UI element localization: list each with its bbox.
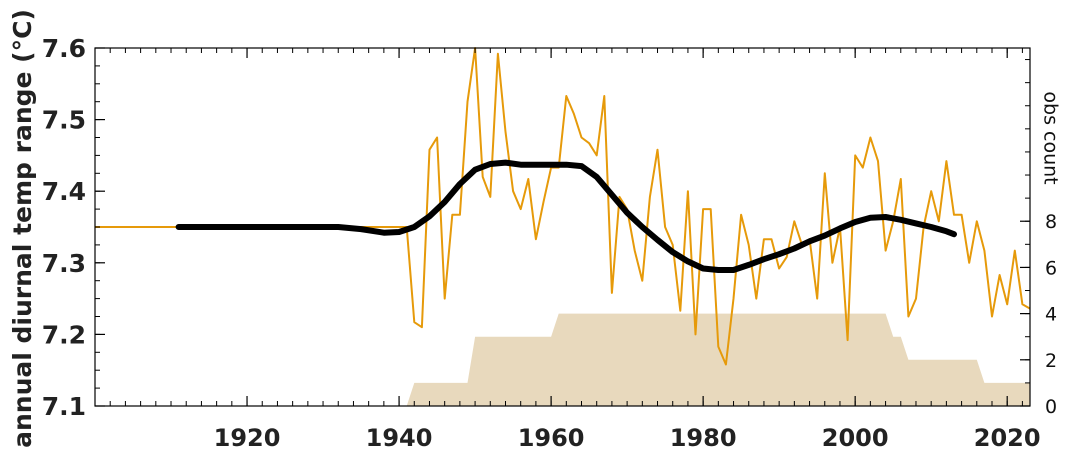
y2-axis-label: obs count [1040, 91, 1063, 185]
x-tick-label: 1960 [518, 424, 585, 452]
smoothed-series-line [175, 159, 957, 273]
y-axis-label-container: annual diurnal temp range (°C) [0, 0, 44, 457]
y2-tick-label: 0 [1045, 396, 1057, 418]
annual-series-layer [95, 47, 1031, 366]
annual-series-line [95, 47, 1031, 366]
y2-tick-label: 4 [1045, 304, 1057, 326]
x-tick-label: 1940 [366, 424, 433, 452]
y-tick-label: 7.1 [42, 392, 86, 421]
y-tick-label: 7.5 [42, 106, 86, 135]
x-tick-label: 2000 [822, 424, 889, 452]
x-tick-label: 1980 [670, 424, 737, 452]
y2-tick-label: 2 [1045, 350, 1057, 372]
x-tick-label: 1920 [214, 424, 281, 452]
y-tick-label: 7.6 [42, 34, 86, 63]
smoothed-series-layer [175, 159, 957, 273]
axis-ticks-layer: 1920 1940 1960 1980 2000 2020 7.1 7.2 7.3 7.4 7.5 7… [42, 34, 1057, 452]
y2-axis-label-container: obs count [1036, 48, 1066, 228]
y2-tick-label: 8 [1045, 211, 1057, 233]
y2-tick-label: 6 [1045, 257, 1057, 279]
y-tick-label: 7.2 [42, 320, 86, 349]
x-tick-label: 2020 [974, 424, 1041, 452]
y-tick-label: 7.4 [42, 177, 86, 206]
y-axis-label: annual diurnal temp range (°C) [7, 9, 37, 448]
obs-count-area-layer [406, 313, 1030, 406]
y-tick-label: 7.3 [42, 249, 86, 278]
obs-count-area [406, 313, 1030, 406]
